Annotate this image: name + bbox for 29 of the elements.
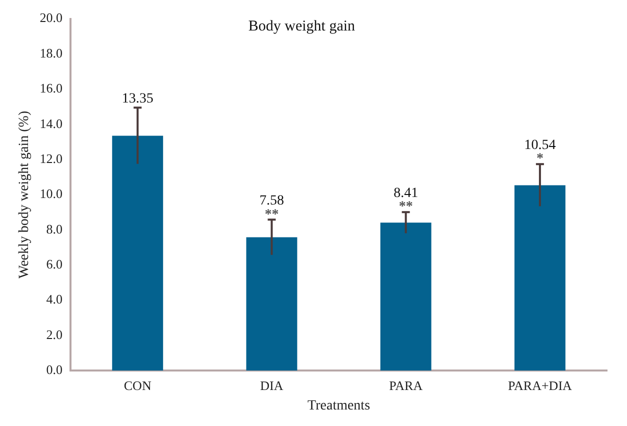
data-label: 13.35 (122, 91, 154, 106)
x-axis-title: Treatments (308, 398, 370, 414)
y-tick-label: 18.0 (40, 45, 63, 60)
y-tick-label: 12.0 (40, 150, 63, 166)
y-tick-label: 2.0 (46, 326, 63, 342)
bar (514, 185, 566, 371)
y-tick-label: 8.0 (46, 221, 63, 236)
x-tick-label: CON (124, 378, 152, 393)
y-tick-label: 0.0 (46, 362, 63, 378)
x-tick-label: DIA (260, 378, 284, 393)
bar (246, 237, 298, 371)
y-axis-title: Weekly body weight gain (%) (17, 110, 32, 279)
annotation: ** (264, 207, 279, 222)
chart-title: Body weight gain (248, 18, 356, 35)
data-label: 8.41 (394, 186, 418, 201)
bar (112, 136, 164, 371)
y-tick-label: 16.0 (40, 80, 63, 96)
y-tick-label: 6.0 (46, 256, 63, 272)
annotation: * (536, 152, 544, 167)
data-label: 10.54 (524, 138, 556, 153)
bar (380, 222, 432, 371)
x-tick-label: PARA (389, 378, 424, 393)
data-label: 7.58 (259, 193, 284, 208)
annotation: ** (398, 200, 413, 215)
y-tick-label: 14.0 (40, 116, 63, 131)
x-tick-label: PARA+DIA (508, 378, 573, 393)
y-tick-label: 20.0 (40, 10, 63, 26)
y-tick-label: 4.0 (46, 292, 63, 307)
y-tick-label: 10.0 (40, 186, 63, 202)
